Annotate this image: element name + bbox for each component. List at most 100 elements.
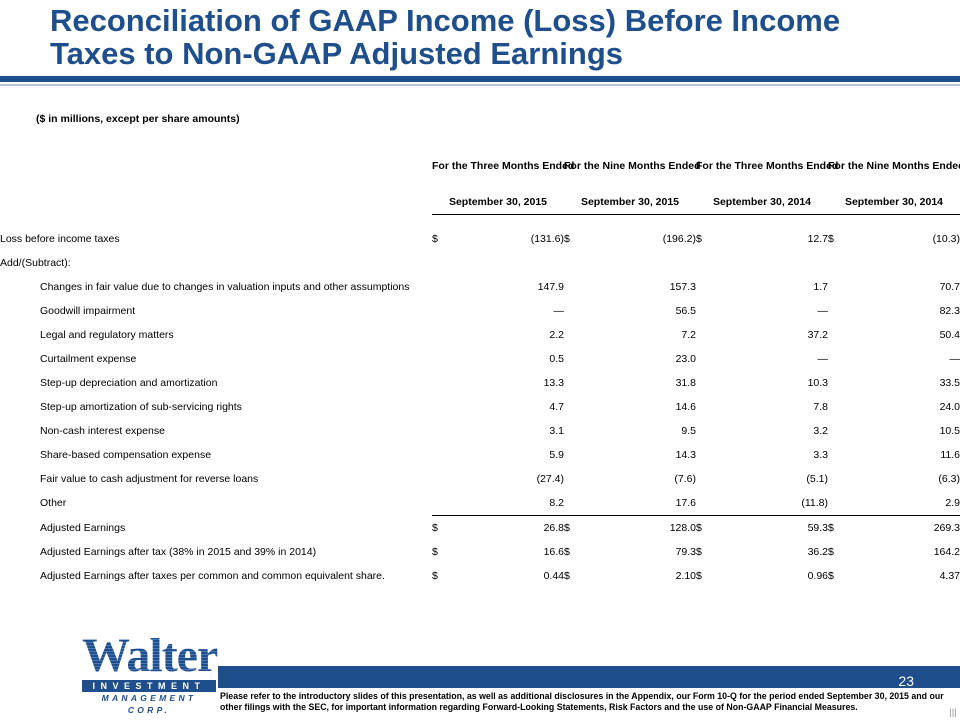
cell-value <box>448 251 564 275</box>
cell-value: 16.6 <box>543 546 564 558</box>
page-title-line-1: Reconciliation of GAAP Income (Loss) Bef… <box>50 3 841 38</box>
page-title-line-2: Taxes to Non-GAAP Adjusted Earnings <box>50 36 624 71</box>
currency-symbol: $ <box>564 570 570 582</box>
currency-symbol <box>696 395 712 419</box>
currency-symbol: $ <box>828 546 834 558</box>
column-heading: For the Three Months Ended <box>696 160 839 172</box>
table-row: Non-cash interest expense 3.1 9.5 3.2 10.5 <box>0 419 960 443</box>
cell-value: — <box>817 305 829 317</box>
currency-symbol <box>564 467 580 491</box>
currency-symbol <box>828 299 844 323</box>
cell-value: 14.3 <box>675 449 696 461</box>
row-label: Non-cash interest expense <box>40 425 165 437</box>
reconciliation-table: For the Three Months Ended For the Nine … <box>0 160 960 588</box>
currency-symbol <box>432 467 448 491</box>
table-row: Adjusted Earnings after tax (38% in 2015… <box>0 540 960 564</box>
currency-symbol: $ <box>564 233 570 245</box>
cell-value: 79.3 <box>675 546 696 558</box>
row-label: Adjusted Earnings after tax (38% in 2015… <box>40 546 317 558</box>
table-row: Share-based compensation expense 5.9 14.3 3… <box>0 443 960 467</box>
page-title: Reconciliation of GAAP Income (Loss) Bef… <box>50 4 930 70</box>
currency-symbol <box>564 347 580 371</box>
table-row: Adjusted Earnings $26.8 $128.0 $59.3 $269.3 <box>0 515 960 540</box>
page-number: 23 <box>898 673 914 689</box>
currency-symbol <box>828 347 844 371</box>
cell-value: 12.7 <box>807 233 828 245</box>
row-label: Adjusted Earnings after taxes per common… <box>40 570 385 582</box>
cell-value: 2.9 <box>945 497 960 509</box>
row-label: Other <box>40 497 67 510</box>
cell-value: (196.2) <box>662 233 696 245</box>
column-date: September 30, 2015 <box>432 190 564 215</box>
cell-value: 7.2 <box>681 329 696 341</box>
cell-value: 14.6 <box>675 401 696 413</box>
currency-symbol <box>696 443 712 467</box>
cell-value: — <box>553 305 565 317</box>
currency-symbol <box>696 371 712 395</box>
currency-symbol <box>432 299 448 323</box>
currency-symbol <box>696 275 712 299</box>
cell-value: 164.2 <box>933 546 960 558</box>
currency-symbol: $ <box>696 515 712 540</box>
table-row: Legal and regulatory matters 2.2 7.2 37.2 50… <box>0 323 960 347</box>
cell-value: 13.3 <box>543 377 564 389</box>
table-row: Loss before income taxes $ (131.6) $ (196.2)… <box>0 227 960 251</box>
row-label: Goodwill impairment <box>40 305 136 317</box>
currency-symbol <box>828 443 844 467</box>
column-heading-row: For the Three Months Ended For the Nine … <box>0 160 960 190</box>
currency-symbol: $ <box>696 233 702 245</box>
cell-value: 23.0 <box>675 353 696 365</box>
currency-symbol <box>432 395 448 419</box>
currency-symbol <box>564 371 580 395</box>
currency-symbol <box>564 275 580 299</box>
currency-symbol <box>432 347 448 371</box>
cell-value: (131.6) <box>530 233 564 245</box>
cell-value: 4.7 <box>549 401 564 413</box>
cell-value: 10.3 <box>807 377 828 389</box>
cell-value: — <box>949 353 960 365</box>
currency-symbol: $ <box>564 546 570 558</box>
table-row: Changes in fair value due to changes in … <box>0 275 960 299</box>
currency-symbol: $ <box>828 570 834 582</box>
currency-symbol: $ <box>432 233 438 245</box>
cell-value: 36.2 <box>807 546 828 558</box>
currency-symbol <box>828 323 844 347</box>
currency-symbol <box>564 323 580 347</box>
column-date-row: September 30, 2015 September 30, 2015 Se… <box>0 190 960 215</box>
row-label: Add/(Subtract): <box>0 257 71 269</box>
cell-value: (7.6) <box>674 473 696 485</box>
currency-symbol <box>432 371 448 395</box>
table-row: Adjusted Earnings after taxes per common… <box>0 564 960 588</box>
cell-value: 0.44 <box>543 570 564 582</box>
cell-value: (10.3) <box>932 233 960 245</box>
currency-symbol <box>564 491 580 516</box>
reconciliation-body: Loss before income taxes $ (131.6) $ (196.2)… <box>0 227 960 588</box>
currency-symbol <box>828 251 844 275</box>
cell-value: 37.2 <box>807 329 828 341</box>
cell-value: 2.2 <box>549 329 564 341</box>
cell-value: 1.7 <box>813 281 828 293</box>
row-label: Fair value to cash adjustment for revers… <box>40 473 259 485</box>
table-row: Add/(Subtract): <box>0 251 960 275</box>
cell-value: 9.5 <box>681 425 696 437</box>
column-date: September 30, 2015 <box>564 190 696 215</box>
currency-symbol <box>432 419 448 443</box>
cell-value: 70.7 <box>939 281 960 293</box>
cell-value: 17.6 <box>675 497 696 509</box>
row-label: Legal and regulatory matters <box>40 329 174 341</box>
column-date: September 30, 2014 <box>696 190 828 215</box>
cell-value: 8.2 <box>549 497 564 509</box>
table-row: Curtailment expense 0.5 23.0 — — <box>0 347 960 371</box>
currency-symbol <box>828 419 844 443</box>
cell-value: 56.5 <box>675 305 696 317</box>
row-label: Curtailment expense <box>40 353 137 365</box>
currency-symbol: $ <box>432 515 448 540</box>
column-heading: For the Three Months Ended <box>432 160 575 172</box>
currency-symbol <box>564 443 580 467</box>
currency-symbol <box>828 275 844 299</box>
currency-symbol <box>696 299 712 323</box>
cell-value: 147.9 <box>537 281 564 293</box>
cell-value <box>580 251 696 275</box>
cell-value: (27.4) <box>536 473 564 485</box>
currency-symbol: $ <box>696 546 702 558</box>
